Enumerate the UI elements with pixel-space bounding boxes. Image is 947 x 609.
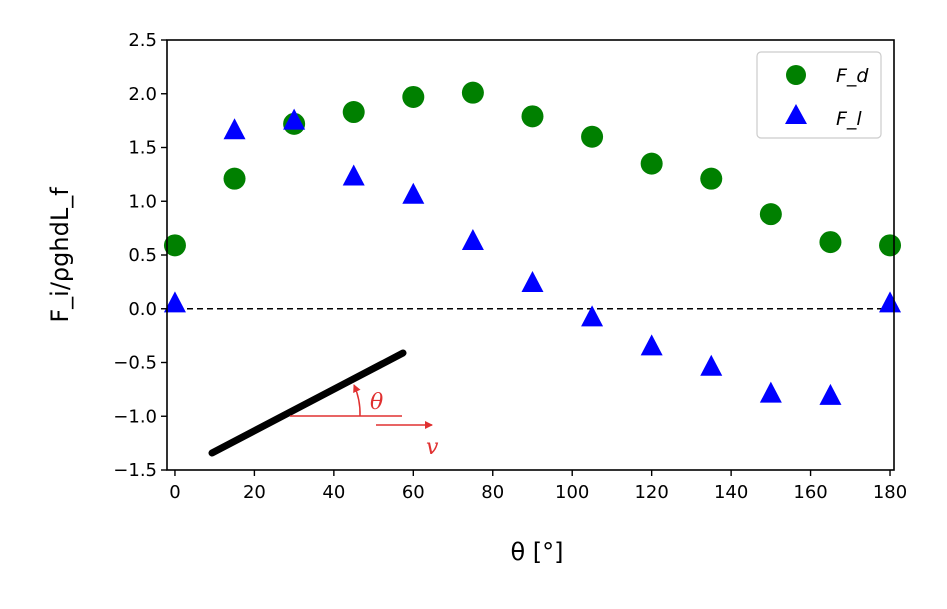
y-tick-label: 1.5: [128, 138, 157, 159]
x-tick-label: 120: [634, 482, 668, 503]
fl-point: [759, 381, 782, 403]
x-tick-label: 140: [714, 482, 748, 503]
y-axis-label: F_i/ρghdL_f: [46, 187, 74, 323]
legend-marker-fl: [785, 104, 807, 124]
inclined-plate: [208, 349, 407, 457]
fd-point: [461, 81, 484, 104]
y-tick-label: −1.5: [113, 460, 157, 481]
x-tick-label: 160: [793, 482, 827, 503]
fd-point: [342, 101, 365, 124]
fd-point: [223, 167, 246, 190]
x-tick-label: 80: [481, 482, 504, 503]
series-fd: [163, 81, 902, 257]
fd-point: [163, 234, 186, 257]
fd-point: [581, 125, 604, 148]
data-points-layer: [163, 81, 902, 405]
y-tick-label: 0.5: [128, 245, 157, 266]
x-tick-label: 20: [243, 482, 266, 503]
y-tick-label: −1.0: [113, 406, 157, 427]
fd-point: [819, 231, 842, 254]
y-tick-label: −0.5: [113, 353, 157, 374]
x-tick-label: 0: [169, 482, 180, 503]
fd-point: [700, 167, 723, 190]
fd-point: [402, 85, 425, 108]
fd-point: [759, 203, 782, 226]
legend-label-fl: F_l: [836, 108, 862, 130]
fl-point: [163, 291, 186, 313]
y-tick-label: 2.5: [128, 30, 157, 51]
plate-angle-annotation: θ v: [208, 349, 439, 460]
x-tick-label: 60: [402, 482, 425, 503]
legend: F_d F_l: [756, 51, 882, 139]
fl-point: [342, 164, 365, 186]
y-tick-label: 2.0: [128, 84, 157, 105]
fl-point: [223, 118, 246, 140]
fl-point: [640, 334, 663, 356]
legend-label-fd: F_d: [836, 65, 869, 87]
velocity-label: v: [426, 435, 439, 460]
fl-point: [819, 383, 842, 405]
series-fl: [163, 108, 902, 405]
x-axis-label: θ [°]: [510, 538, 563, 566]
axis-ticks-layer: 0 20 40 60 80 100 120 140 160 180 −1.5 −1.0 −0.5 0.0 0…: [113, 30, 907, 503]
x-tick-label: 40: [322, 482, 345, 503]
x-tick-label: 100: [555, 482, 589, 503]
legend-marker-fd: [786, 65, 806, 85]
fl-point: [283, 108, 306, 130]
angle-arc: [353, 384, 361, 417]
fd-point: [879, 234, 902, 257]
fd-point: [640, 152, 663, 175]
fl-point: [581, 305, 604, 327]
fl-point: [879, 291, 902, 313]
y-tick-label: 1.0: [128, 191, 157, 212]
fl-point: [700, 354, 723, 376]
y-tick-label: 0.0: [128, 299, 157, 320]
fl-point: [521, 270, 544, 292]
fl-point: [461, 229, 484, 251]
fd-point: [521, 105, 544, 128]
angle-label: θ: [370, 390, 383, 415]
x-tick-label: 180: [873, 482, 907, 503]
fl-point: [402, 182, 425, 204]
